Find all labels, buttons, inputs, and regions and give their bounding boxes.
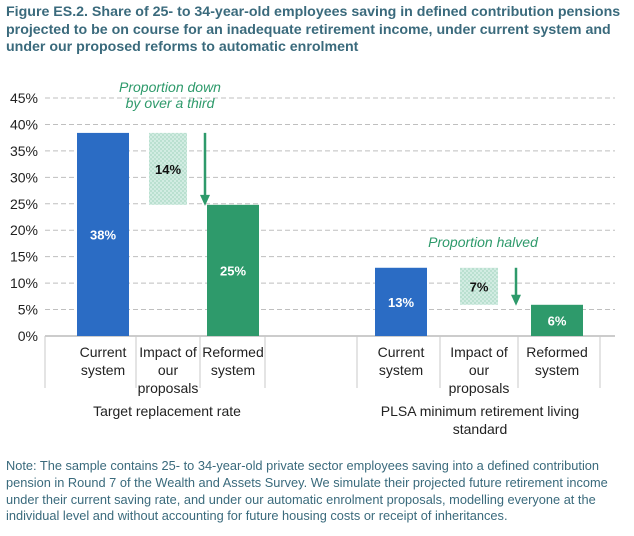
annotation: Proportion down	[119, 79, 221, 95]
down-arrow-icon	[511, 294, 521, 306]
impact-bar-label: 14%	[155, 162, 181, 177]
y-tick-label: 30%	[10, 169, 38, 185]
group-label: standard	[453, 421, 507, 437]
impact-bar	[149, 132, 187, 205]
category-label: proposals	[449, 380, 510, 396]
category-label: system	[379, 362, 423, 378]
current-bar	[375, 267, 427, 336]
category-label: our	[469, 362, 490, 378]
category-label: our	[158, 362, 179, 378]
reformed-bar	[531, 304, 583, 336]
y-tick-label: 45%	[10, 90, 38, 106]
y-tick-label: 35%	[10, 143, 38, 159]
annotation: by over a third	[126, 95, 216, 111]
group-label: PLSA minimum retirement living	[381, 403, 579, 419]
impact-bar	[460, 267, 498, 305]
annotation: Proportion halved	[428, 234, 539, 250]
y-tick-label: 40%	[10, 116, 38, 132]
figure-note: Note: The sample contains 25- to 34-year…	[6, 458, 608, 524]
category-label: Current	[80, 344, 127, 360]
category-label: system	[535, 362, 579, 378]
y-tick-label: 25%	[10, 196, 38, 212]
category-label: system	[81, 362, 125, 378]
y-tick-label: 5%	[18, 302, 38, 318]
impact-bar-label: 7%	[470, 279, 489, 294]
category-label: Impact of	[139, 344, 197, 360]
reformed-bar	[207, 204, 259, 336]
y-tick-label: 15%	[10, 249, 38, 265]
category-label: proposals	[138, 380, 199, 396]
category-label: Reformed	[526, 344, 587, 360]
y-tick-label: 20%	[10, 222, 38, 238]
reformed-bar-label: 25%	[220, 263, 246, 278]
group-label: Target replacement rate	[93, 403, 241, 419]
y-tick-label: 0%	[18, 328, 38, 344]
category-label: Current	[378, 344, 425, 360]
current-bar-label: 38%	[90, 227, 116, 242]
reformed-bar-label: 6%	[548, 313, 567, 328]
y-tick-label: 10%	[10, 275, 38, 291]
category-label: Impact of	[450, 344, 508, 360]
figure-title: Figure ES.2. Share of 25- to 34-year-old…	[6, 4, 621, 55]
category-label: system	[211, 362, 255, 378]
current-bar	[77, 132, 129, 336]
current-bar-label: 13%	[388, 295, 414, 310]
down-arrow-icon	[200, 194, 210, 206]
category-label: Reformed	[202, 344, 263, 360]
